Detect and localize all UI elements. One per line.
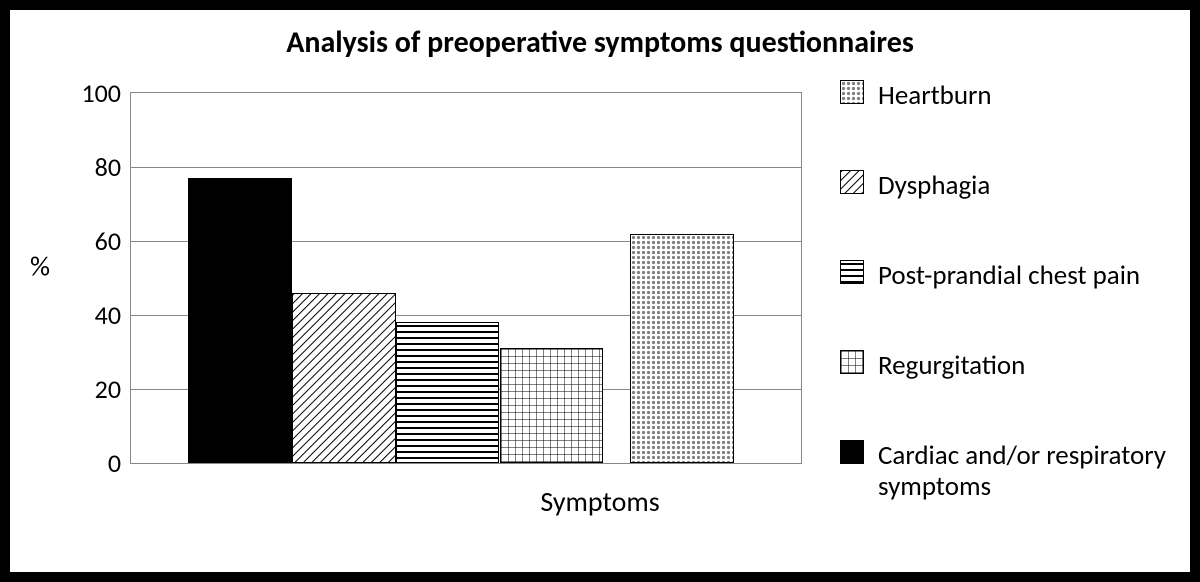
chart-title: Analysis of preoperative symptoms questi… xyxy=(10,24,1190,61)
legend-label-dysphagia: Dysphagia xyxy=(878,170,990,201)
legend-swatch-dysphagia xyxy=(840,170,864,194)
legend-swatch-cardiac-respiratory xyxy=(840,440,864,464)
legend-label-regurgitation: Regurgitation xyxy=(878,350,1025,381)
bar-dysphagia xyxy=(292,293,396,463)
legend-label-heartburn: Heartburn xyxy=(878,80,992,111)
legend-item-post-prandial-chest-pain: Post-prandial chest pain xyxy=(840,260,1140,291)
y-tick-label: 0 xyxy=(108,447,131,479)
legend-swatch-heartburn xyxy=(840,80,864,104)
bar-regurgitation xyxy=(500,348,604,463)
y-tick-label: 60 xyxy=(95,225,131,257)
y-tick-label: 20 xyxy=(95,373,131,405)
bar-post-prandial-chest-pain xyxy=(396,322,500,463)
legend-label-post-prandial-chest-pain: Post-prandial chest pain xyxy=(878,260,1140,291)
y-tick-label: 100 xyxy=(81,77,131,109)
legend-item-cardiac-respiratory: Cardiac and/or respiratory symptoms xyxy=(840,440,1180,502)
gridline xyxy=(131,167,801,168)
legend-swatch-regurgitation xyxy=(840,350,864,374)
plot-area: 020406080100 xyxy=(130,92,802,464)
bar-cardiac-respiratory xyxy=(188,178,292,463)
legend-label-cardiac-respiratory: Cardiac and/or respiratory symptoms xyxy=(878,440,1180,502)
legend-item-dysphagia: Dysphagia xyxy=(840,170,990,201)
legend-item-regurgitation: Regurgitation xyxy=(840,350,1025,381)
bar-heartburn xyxy=(630,234,734,463)
chart-frame: Analysis of preoperative symptoms questi… xyxy=(8,8,1192,574)
plot-inner xyxy=(131,93,801,463)
y-axis-label: % xyxy=(30,248,50,283)
y-tick-label: 40 xyxy=(95,299,131,331)
legend-swatch-post-prandial-chest-pain xyxy=(840,260,864,284)
y-tick-label: 80 xyxy=(95,151,131,183)
legend-item-heartburn: Heartburn xyxy=(840,80,992,111)
